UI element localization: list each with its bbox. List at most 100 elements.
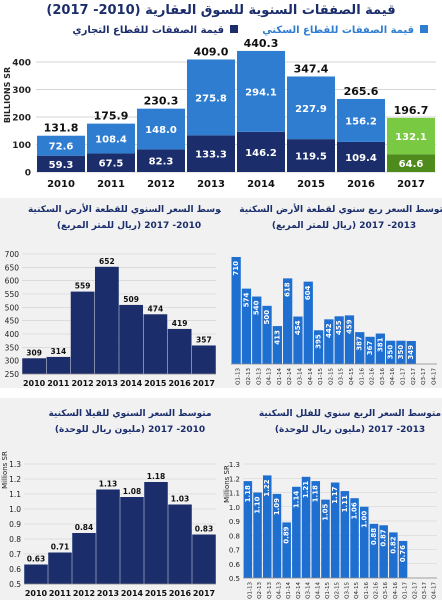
bar <box>389 532 398 578</box>
data-label: 540 <box>253 300 261 315</box>
bar-residential <box>87 123 135 154</box>
y-axis-label: Millions SR <box>223 465 231 503</box>
x-tick-label: Q3-14 <box>306 582 312 599</box>
x-tick-label: Q4-15 <box>349 368 355 385</box>
data-label-residential: 108.4 <box>95 135 127 146</box>
x-tick-label: 2014 <box>247 179 275 190</box>
bar <box>321 499 330 578</box>
bar <box>72 533 96 584</box>
data-label: 387 <box>356 336 364 351</box>
data-label: 0.82 <box>389 536 397 553</box>
y-tick-label: 0.8 <box>9 535 21 544</box>
bar-residential <box>37 135 85 156</box>
x-tick-label: Q4-16 <box>393 582 399 599</box>
x-tick-label: 2013 <box>96 379 118 388</box>
data-label: 509 <box>123 295 139 304</box>
land-quarterly-chart: متوسط السعر ربع سنوي لقطعة الأرض السكنية… <box>221 198 442 388</box>
chart-subtitle: (ريال للمتر المربع) 2010- 2017 <box>57 221 201 231</box>
data-label-total: 196.7 <box>394 104 429 117</box>
bar <box>119 304 144 374</box>
bar <box>253 492 262 578</box>
y-tick-label: 300 <box>5 357 20 366</box>
data-label: 1.18 <box>244 485 252 502</box>
data-label-residential: 227.9 <box>295 104 327 115</box>
data-label: 0.76 <box>399 545 407 562</box>
data-label-commercial: 119.5 <box>295 152 327 163</box>
x-tick-label: Q1-14 <box>277 368 283 385</box>
bar <box>272 493 282 578</box>
data-label: 652 <box>99 257 115 266</box>
bar-commercial <box>37 155 85 172</box>
data-label: 455 <box>335 320 343 335</box>
data-label-commercial: 59.3 <box>49 160 74 171</box>
data-label: 604 <box>304 286 312 301</box>
bar <box>191 345 216 374</box>
x-tick-label: 2011 <box>49 589 72 598</box>
legend-label-commercial: قيمة الصفقات للقطاع التجاري <box>72 25 224 36</box>
data-label: 0.88 <box>370 528 378 545</box>
bar <box>369 523 379 578</box>
y-tick-label: 100 <box>12 141 31 151</box>
y-tick-label: 1.0 <box>9 505 21 514</box>
bar-residential <box>287 76 335 140</box>
data-label-total: 175.9 <box>94 110 129 123</box>
data-label: 350 <box>397 345 405 360</box>
data-label: 381 <box>376 337 384 352</box>
legend-swatch-commercial <box>230 25 238 33</box>
data-label: 0.89 <box>283 526 291 543</box>
bar <box>340 491 350 578</box>
data-label: 1.10 <box>254 496 262 513</box>
chart-subtitle: (مليون ريال للوحدة) 2013- 2017 <box>275 425 425 435</box>
bar <box>293 316 303 364</box>
data-label-residential: 275.8 <box>195 93 227 104</box>
bar <box>396 340 406 364</box>
x-tick-label: 2016 <box>347 179 375 190</box>
bar <box>379 525 388 578</box>
y-tick-label: 0 <box>25 169 31 179</box>
data-label: 413 <box>273 330 281 345</box>
bar <box>192 534 216 584</box>
chart-title: متوسط السعر السنوي للفيلا السكنية <box>48 409 211 419</box>
x-tick-label: 2011 <box>47 379 70 388</box>
x-tick-label: Q1-16 <box>364 582 370 599</box>
y-tick-label: 500 <box>5 303 20 312</box>
bar <box>365 336 375 364</box>
transactions-chart: قيمة الصفقات السنوية للسوق العقارية (201… <box>0 0 442 192</box>
x-tick-label: 2012 <box>147 179 175 190</box>
data-label-commercial: 109.4 <box>345 153 377 164</box>
x-tick-label: 2014 <box>120 379 143 388</box>
bar <box>398 540 408 578</box>
data-label: 1.22 <box>263 479 271 496</box>
y-tick-label: 400 <box>5 330 20 339</box>
bar <box>355 332 365 364</box>
chart-title: قيمة الصفقات السنوية للسوق العقارية (201… <box>46 3 395 18</box>
data-label: 1.18 <box>147 472 166 481</box>
x-tick-label: 2015 <box>144 379 167 388</box>
bar-commercial <box>337 141 385 172</box>
data-label: 314 <box>51 347 67 356</box>
data-label: 0.87 <box>380 529 388 546</box>
data-label: 0.84 <box>75 523 94 532</box>
bar <box>375 333 385 364</box>
bar <box>168 504 192 584</box>
data-label-commercial: 146.2 <box>245 148 277 159</box>
bar <box>24 564 48 584</box>
data-label: 1.13 <box>99 480 118 489</box>
data-label-total: 230.3 <box>144 95 179 108</box>
x-tick-label: Q1-17 <box>403 582 409 599</box>
bar <box>334 316 344 364</box>
data-label-total: 347.4 <box>294 62 329 75</box>
x-tick-label: Q1-17 <box>400 368 406 385</box>
x-tick-label: Q3-17 <box>421 368 427 385</box>
y-tick-label: 0.6 <box>229 561 241 569</box>
data-label: 1.21 <box>302 481 310 498</box>
bar <box>282 522 291 578</box>
data-label-total: 131.8 <box>44 122 79 135</box>
x-tick-label: 2017 <box>397 179 425 190</box>
legend-swatch-residential <box>420 25 428 33</box>
x-tick-label: Q4-15 <box>354 582 360 599</box>
y-tick-label: 1.1 <box>9 490 21 499</box>
bar <box>344 315 355 364</box>
chart-title: متوسط السعر السنوي للقطعة الأرض السكنية <box>28 203 221 215</box>
x-tick-label: 2012 <box>73 589 95 598</box>
